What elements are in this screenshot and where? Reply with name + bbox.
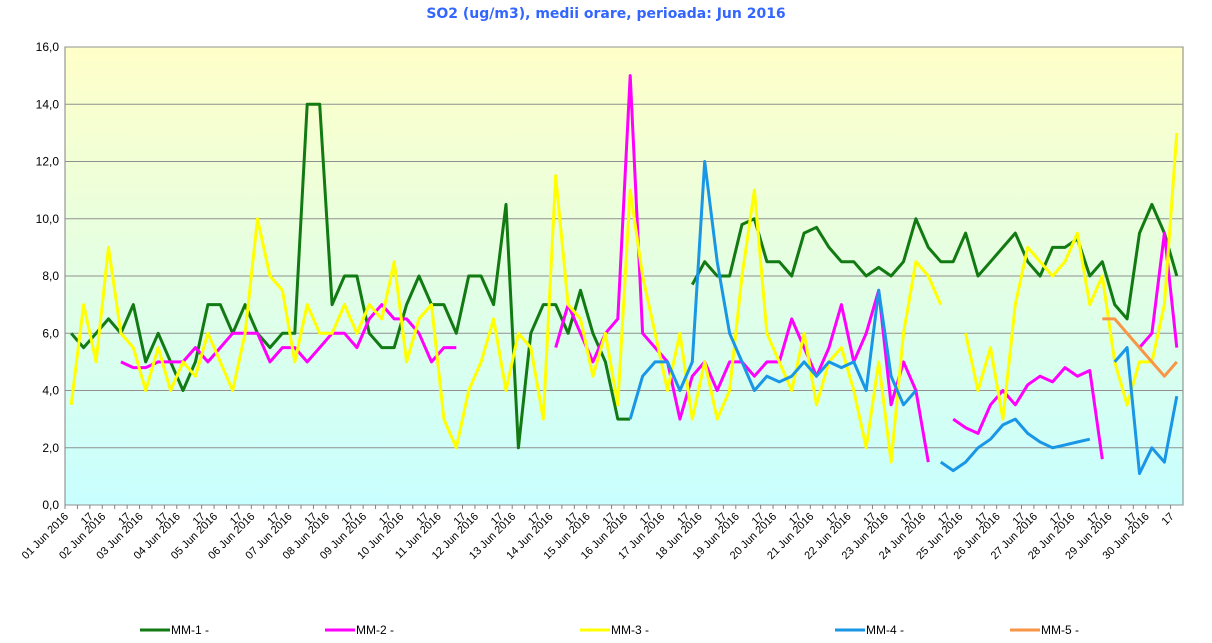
y-tick-label: 2,0 [42, 441, 59, 455]
series-line [1113, 346, 1179, 475]
y-tick-label: 4,0 [42, 384, 59, 398]
y-tick-label: 10,0 [36, 212, 60, 226]
legend-label: MM-3 - [611, 623, 649, 637]
x-tick-label: 17 [1160, 511, 1177, 528]
legend-label: MM-4 - [866, 623, 904, 637]
y-tick-label: 6,0 [42, 326, 59, 340]
series-line [939, 417, 1091, 473]
legend-label: MM-2 - [356, 623, 394, 637]
y-tick-label: 16,0 [36, 40, 60, 54]
series-line [1138, 231, 1179, 349]
series-line [70, 102, 631, 450]
series-line [964, 132, 1179, 421]
legend-label: MM-1 - [171, 623, 209, 637]
y-tick-label: 8,0 [42, 269, 59, 283]
y-tick-label: 12,0 [36, 155, 60, 169]
series-line [952, 366, 1104, 460]
chart-title: SO2 (ug/m3), medii orare, perioada: Jun … [426, 6, 785, 22]
series-line [690, 202, 1179, 321]
series-line [628, 160, 918, 420]
series-line [1102, 317, 1178, 378]
y-tick-label: 0,0 [42, 498, 59, 512]
y-tick-label: 14,0 [36, 97, 60, 111]
legend-label: MM-5 - [1041, 623, 1079, 637]
